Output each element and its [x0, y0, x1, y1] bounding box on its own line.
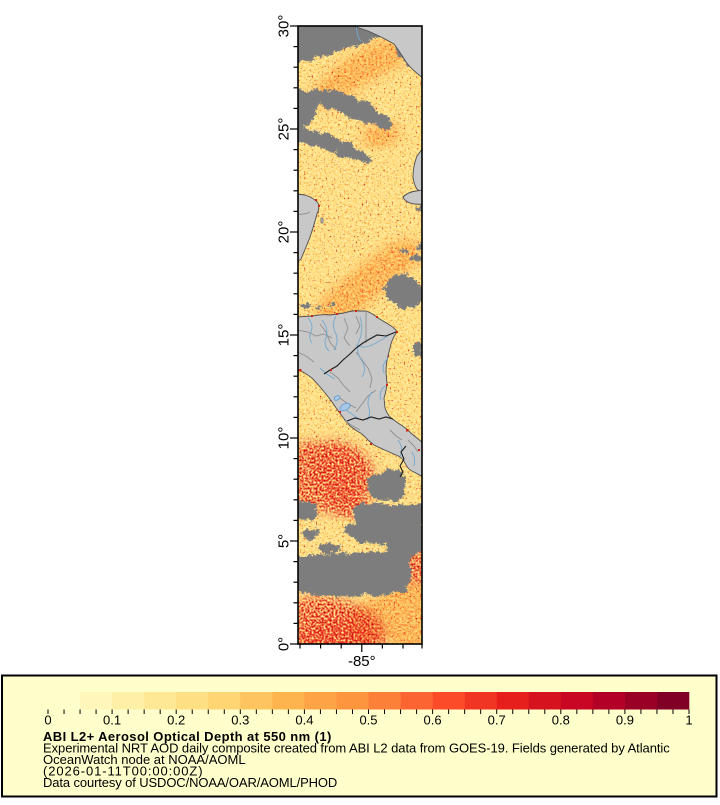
svg-text:0.7: 0.7: [488, 713, 506, 728]
svg-text:-85°: -85°: [348, 653, 376, 670]
svg-text:ABI L2+ Aerosol Optical Depth: ABI L2+ Aerosol Optical Depth at 550 nm …: [43, 729, 332, 744]
svg-text:Data courtesy of USDOC/NOAA/OA: Data courtesy of USDOC/NOAA/OAR/AOML/PHO…: [43, 775, 337, 790]
svg-text:0.6: 0.6: [424, 713, 442, 728]
svg-text:0.5: 0.5: [359, 713, 377, 728]
svg-text:15°: 15°: [276, 324, 293, 347]
svg-text:0.2: 0.2: [167, 713, 185, 728]
svg-text:25°: 25°: [276, 118, 293, 141]
svg-text:0°: 0°: [276, 637, 293, 651]
svg-text:OceanWatch node at NOAA/AOML: OceanWatch node at NOAA/AOML: [43, 752, 246, 767]
svg-text:0.8: 0.8: [552, 713, 570, 728]
svg-text:1: 1: [685, 713, 692, 728]
svg-text:5°: 5°: [276, 534, 293, 548]
svg-text:30°: 30°: [276, 15, 293, 38]
svg-text:0: 0: [44, 713, 51, 728]
svg-text:0.3: 0.3: [231, 713, 249, 728]
svg-text:0.4: 0.4: [295, 713, 313, 728]
svg-text:0.9: 0.9: [616, 713, 634, 728]
svg-text:20°: 20°: [276, 221, 293, 244]
svg-text:10°: 10°: [276, 427, 293, 450]
svg-text:(2026-01-11T00:00:00Z): (2026-01-11T00:00:00Z): [43, 764, 203, 779]
svg-text:Experimental NRT AOD daily com: Experimental NRT AOD daily composite cre…: [43, 741, 670, 756]
svg-text:0.1: 0.1: [103, 713, 121, 728]
